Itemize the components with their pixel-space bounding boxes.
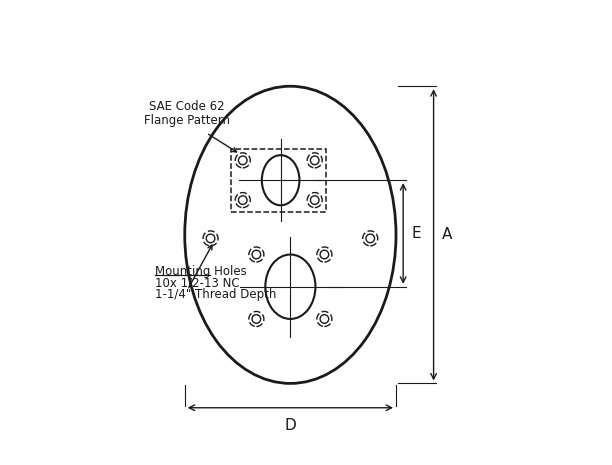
- Text: E: E: [411, 226, 420, 241]
- Text: 1-1/4" Thread Depth: 1-1/4" Thread Depth: [155, 288, 277, 301]
- Text: D: D: [285, 418, 296, 433]
- Text: SAE Code 62: SAE Code 62: [149, 100, 225, 113]
- Bar: [231, 149, 326, 212]
- Text: A: A: [441, 227, 452, 242]
- Text: Flange Pattern: Flange Pattern: [144, 114, 230, 127]
- Text: Mounting Holes: Mounting Holes: [155, 265, 247, 278]
- Text: 10x 1/2-13 NC: 10x 1/2-13 NC: [155, 277, 240, 290]
